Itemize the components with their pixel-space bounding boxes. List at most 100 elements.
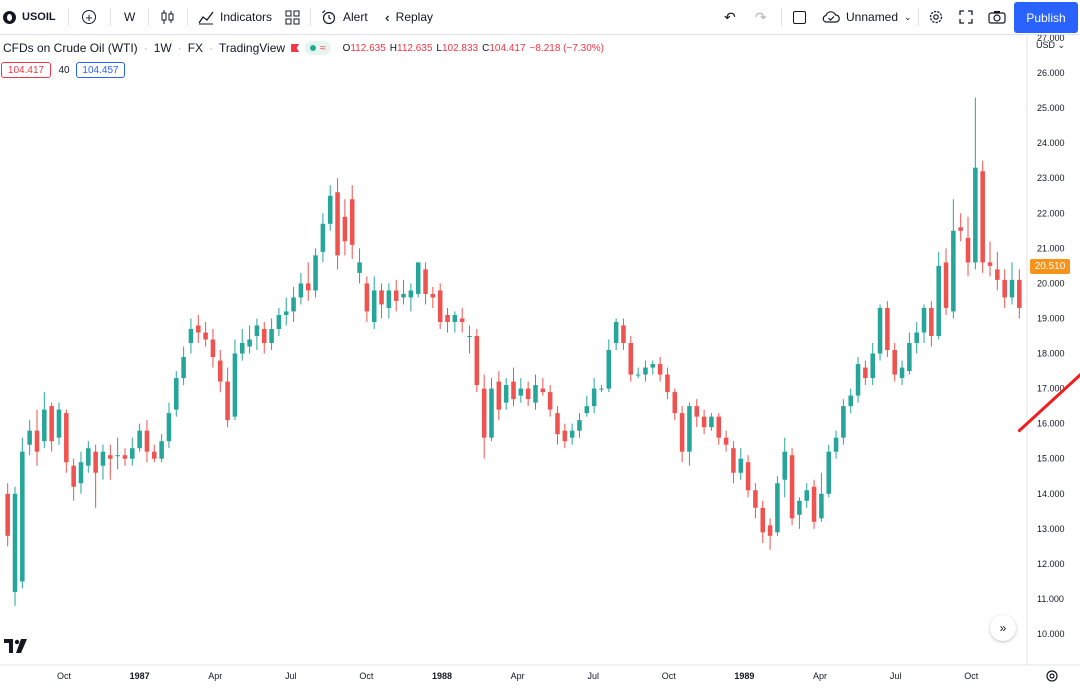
annotation-arrows[interactable] [1017,259,1080,550]
indicators-icon [198,11,214,25]
candle-body [929,307,934,336]
symbol-logo-icon [3,10,16,24]
fullscreen-toggle-button[interactable] [793,0,806,34]
candle [555,406,560,445]
candle-body [811,486,817,522]
candle [203,321,208,347]
separator-dot: · [177,41,182,55]
currency-label: USD [1036,40,1056,50]
trend-arrow[interactable] [1017,350,1080,433]
toolbar-divider [68,8,69,26]
candle [738,448,744,480]
legend-interval: 1W [153,41,172,55]
candle [819,472,824,522]
time-axis[interactable]: Oct 1987 Apr Jul Oct 1988 Apr Jul Oct 1989 Apr Jul O… [57,671,979,681]
candle-body [892,350,897,375]
symbol-search-button[interactable]: USOIL [3,0,56,34]
candle [584,395,590,417]
candle-body [64,413,69,463]
interval-button[interactable]: W [124,0,135,34]
layouts-button[interactable] [285,0,300,34]
candle [401,279,406,305]
symbol-label: USOIL [22,11,56,23]
candle [591,378,597,414]
candle [753,483,758,519]
undo-button[interactable]: ↶ [724,0,736,34]
indicators-button[interactable]: Indicators [198,0,272,34]
candle [745,455,751,498]
candle-body [401,293,406,298]
candle [159,434,164,463]
candle-body [379,290,384,305]
candle-body [342,216,348,242]
candle [86,441,91,473]
scroll-to-realtime-button[interactable]: » [990,615,1016,641]
redo-button[interactable]: ↷ [755,0,767,34]
candle [93,444,98,508]
candle-body [672,392,678,414]
publish-button[interactable]: Publish [1014,2,1078,33]
tradingview-logo-icon[interactable] [4,637,28,655]
candle [775,476,780,536]
candle-body [753,490,758,508]
candle [283,297,289,326]
candle-body [848,395,853,407]
candle [210,328,216,368]
candle [826,444,832,498]
candle [27,420,32,456]
currency-selector[interactable]: USD ⌄ [1036,40,1065,51]
candle [929,300,934,347]
candle-body [569,430,575,438]
fullscreen-button[interactable] [959,0,973,34]
candle-body [86,448,91,466]
candle-body [159,441,164,459]
buy-price-button[interactable]: 104.457 [76,62,125,78]
candle [533,374,538,410]
price-axis[interactable]: 27.000 26.000 25.000 24.000 23.000 22.000 21.0… [1037,33,1065,639]
candle-body [71,465,76,487]
candle [5,483,10,547]
candle [1017,269,1022,319]
candle-body [12,493,18,592]
save-layout-button[interactable]: Unnamed ⌄ [822,0,912,34]
close-label: C [482,42,490,54]
candle [181,346,186,386]
compare-symbol-button[interactable]: + [82,0,96,34]
candle [144,420,150,463]
candle [899,360,905,386]
snapshot-button[interactable] [988,0,1006,34]
market-status-badge[interactable]: ≈ [305,41,331,55]
candle-body [203,332,208,340]
candle-body [269,328,274,344]
candle-body [841,406,846,438]
candle-body [386,290,392,308]
candle-body [188,328,194,344]
candle-body [364,283,370,312]
sell-price-button[interactable]: 104.417 [1,62,51,78]
candle-body [885,307,890,351]
candle-body [995,269,1000,280]
candle-body [621,325,626,344]
alert-button[interactable]: Alert [321,0,368,34]
candle [174,371,179,417]
redo-icon: ↷ [755,8,767,25]
candle [511,367,516,407]
candle-body [335,192,340,256]
symbol-title[interactable]: CFDs on Crude Oil (WTI) [3,41,138,55]
candle-body [760,507,766,533]
chart-type-button[interactable] [160,0,176,34]
candle-body [430,293,436,298]
candle-body [709,416,714,428]
candle [694,399,700,428]
settings-button[interactable] [928,0,944,34]
open-label: O [342,42,351,54]
legend-exchange: FX [187,41,204,55]
chart-settings-icon[interactable] [1046,670,1058,682]
candle [811,479,817,529]
replay-button[interactable]: ‹‹ Replay [385,0,433,34]
candle-body [635,374,641,376]
candle [269,318,274,351]
candle [716,413,722,445]
flag-icon[interactable] [291,44,300,52]
